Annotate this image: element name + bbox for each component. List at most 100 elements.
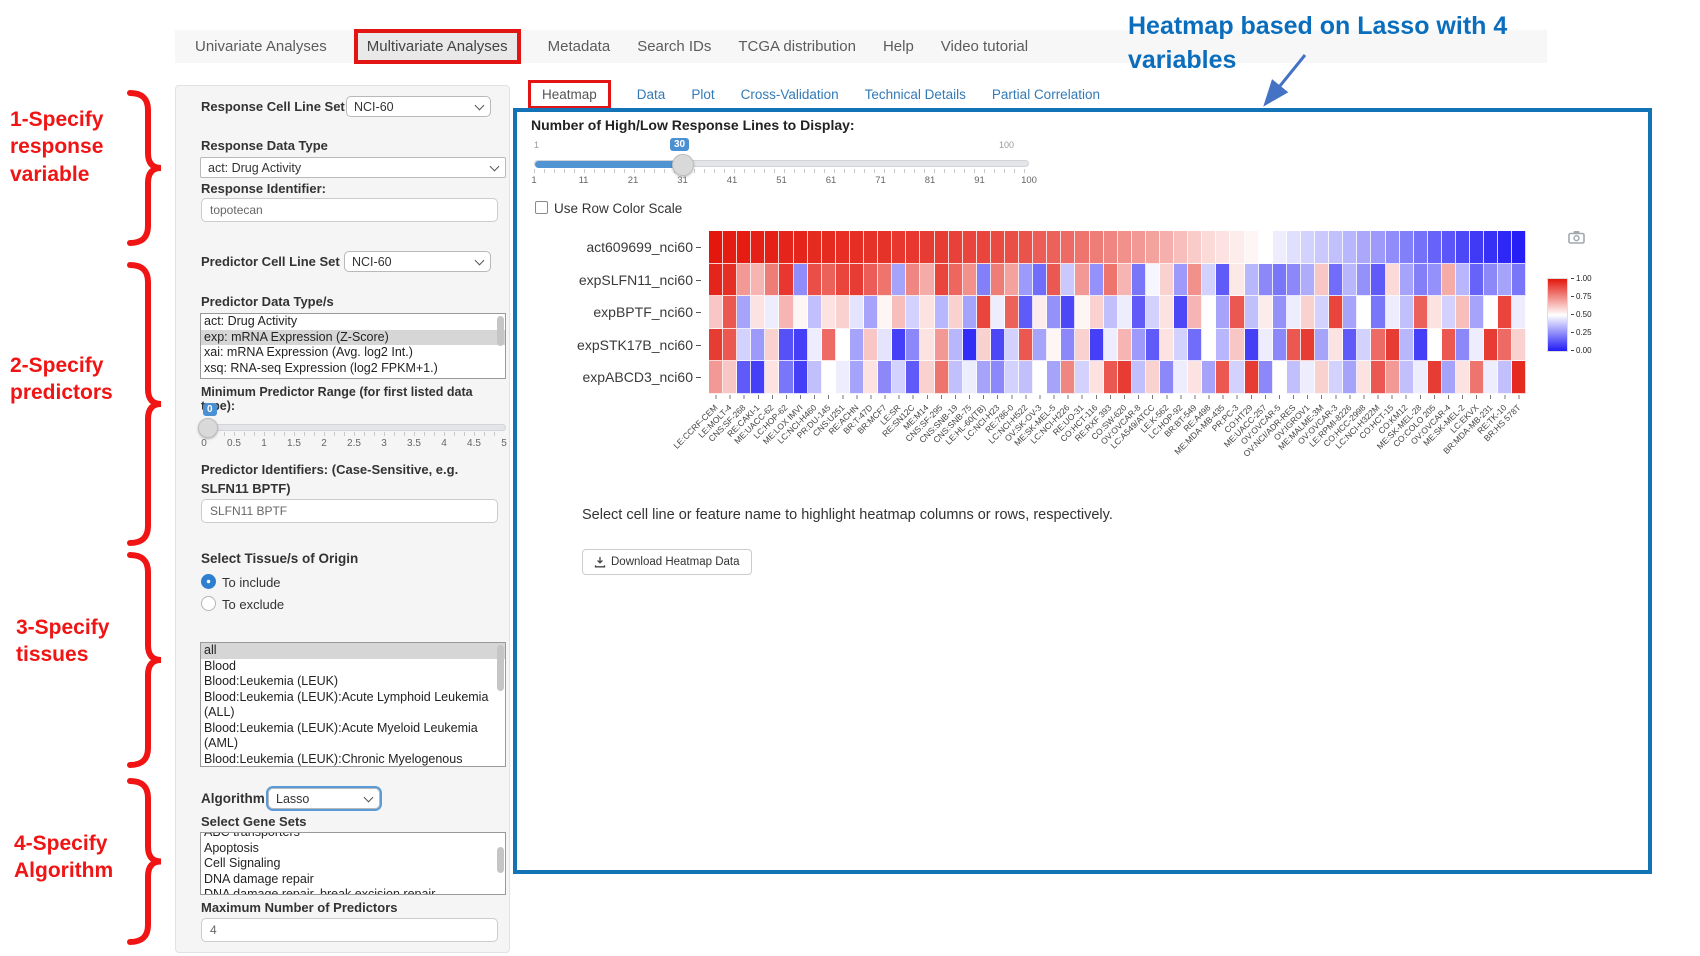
heatmap-cell[interactable] xyxy=(1484,328,1499,362)
heatmap-cell[interactable] xyxy=(1484,361,1499,394)
heatmap-cell[interactable] xyxy=(849,231,865,264)
heatmap-cell[interactable] xyxy=(1145,361,1160,394)
heatmap-cell[interactable] xyxy=(1300,328,1316,362)
listbox-option[interactable]: DNA damage repair xyxy=(204,871,314,886)
heatmap-cell[interactable] xyxy=(1131,263,1146,297)
heatmap-cell[interactable] xyxy=(1033,328,1048,362)
heatmap-cell[interactable] xyxy=(1033,361,1048,394)
heatmap-cell[interactable] xyxy=(1061,361,1076,394)
listbox-option[interactable]: Blood xyxy=(204,658,236,673)
heatmap-cell[interactable] xyxy=(1145,263,1160,297)
heatmap-cell[interactable] xyxy=(920,361,935,394)
heatmap-cell[interactable] xyxy=(1075,296,1090,329)
heatmap-cell[interactable] xyxy=(1441,328,1456,362)
heatmap-cell[interactable] xyxy=(1131,296,1146,329)
heatmap-cell[interactable] xyxy=(892,328,907,362)
heatmap-cell[interactable] xyxy=(779,296,794,329)
heatmap-cell[interactable] xyxy=(1272,263,1287,297)
heatmap-cell[interactable] xyxy=(709,263,724,297)
heatmap-cell[interactable] xyxy=(906,328,921,362)
heatmap-cell[interactable] xyxy=(1413,328,1428,362)
heatmap-cell[interactable] xyxy=(1103,231,1118,264)
heatmap-cell[interactable] xyxy=(1399,328,1414,362)
heatmap-cell[interactable] xyxy=(892,231,907,264)
heatmap-cell[interactable] xyxy=(1202,328,1217,362)
min-predictor-range-slider-handle[interactable] xyxy=(198,418,218,438)
heatmap-cell[interactable] xyxy=(990,296,1005,329)
heatmap-cell[interactable] xyxy=(1089,361,1104,394)
heatmap-cell[interactable] xyxy=(1033,231,1048,264)
heatmap-cell[interactable] xyxy=(1258,231,1273,264)
heatmap-cell[interactable] xyxy=(835,328,850,362)
heatmap-cell[interactable] xyxy=(737,231,752,264)
heatmap-cell[interactable] xyxy=(1004,296,1020,329)
heatmap-cell[interactable] xyxy=(1019,328,1034,362)
heatmap-cell[interactable] xyxy=(1455,361,1471,394)
heatmap-cell[interactable] xyxy=(990,361,1005,394)
heatmap-cell[interactable] xyxy=(1258,328,1273,362)
heatmap-cell[interactable] xyxy=(751,361,766,394)
heatmap-cell[interactable] xyxy=(779,328,794,362)
heatmap-cell[interactable] xyxy=(1244,328,1259,362)
heatmap-cell[interactable] xyxy=(709,361,724,394)
heatmap-cell[interactable] xyxy=(737,263,752,297)
heatmap-cell[interactable] xyxy=(835,263,850,297)
heatmap-cell[interactable] xyxy=(1075,263,1090,297)
tab-heatmap[interactable]: Heatmap xyxy=(528,80,611,109)
heatmap-cell[interactable] xyxy=(1004,328,1020,362)
heatmap-cell[interactable] xyxy=(906,231,921,264)
heatmap-cell[interactable] xyxy=(1047,263,1062,297)
heatmap-cell[interactable] xyxy=(1441,361,1456,394)
heatmap-cell[interactable] xyxy=(1216,263,1231,297)
heatmap-cell[interactable] xyxy=(1470,328,1485,362)
heatmap-cell[interactable] xyxy=(1019,231,1034,264)
heatmap-cell[interactable] xyxy=(1272,361,1287,394)
heatmap-cell[interactable] xyxy=(920,296,935,329)
heatmap-cell[interactable] xyxy=(765,328,780,362)
heatmap-cell[interactable] xyxy=(934,231,949,264)
heatmap-cell[interactable] xyxy=(1498,296,1513,329)
heatmap-cell[interactable] xyxy=(737,361,752,394)
heatmap-cell[interactable] xyxy=(1343,296,1358,329)
heatmap-cell[interactable] xyxy=(1089,231,1104,264)
heatmap-cell[interactable] xyxy=(1160,263,1175,297)
heatmap-cell[interactable] xyxy=(892,361,907,394)
heatmap-cell[interactable] xyxy=(1202,231,1217,264)
heatmap-cell[interactable] xyxy=(1357,328,1372,362)
heatmap-cell[interactable] xyxy=(1498,263,1513,297)
heatmap-cell[interactable] xyxy=(1371,263,1386,297)
heatmap-cell[interactable] xyxy=(1470,263,1485,297)
heatmap-cell[interactable] xyxy=(1512,231,1527,264)
heatmap-cell[interactable] xyxy=(737,296,752,329)
heatmap-cell[interactable] xyxy=(1131,328,1146,362)
heatmap-cell[interactable] xyxy=(1441,231,1456,264)
heatmap-cell[interactable] xyxy=(1343,231,1358,264)
predictor-identifiers-input[interactable] xyxy=(201,499,498,523)
heatmap-cell[interactable] xyxy=(990,263,1005,297)
heatmap-cell[interactable] xyxy=(1343,263,1358,297)
heatmap-cell[interactable] xyxy=(1427,296,1442,329)
nav-item-tcga-distribution[interactable]: TCGA distribution xyxy=(738,38,856,55)
heatmap-cell[interactable] xyxy=(793,328,808,362)
listbox-option[interactable]: Blood:Leukemia (LEUK):Acute Lymphoid Leu… xyxy=(204,689,489,720)
nav-item-multivariate-analyses[interactable]: Multivariate Analyses xyxy=(353,29,521,64)
heatmap-cell[interactable] xyxy=(723,296,738,329)
algorithm-select[interactable]: Lasso xyxy=(266,786,382,811)
heatmap-cell[interactable] xyxy=(934,296,949,329)
heatmap-cell[interactable] xyxy=(1089,263,1104,297)
heatmap-cell[interactable] xyxy=(1343,328,1358,362)
heatmap-cell[interactable] xyxy=(1033,296,1048,329)
heatmap-cell[interactable] xyxy=(1484,263,1499,297)
response-lines-slider-handle[interactable] xyxy=(672,154,694,176)
heatmap-cell[interactable] xyxy=(1145,296,1160,329)
scrollbar-thumb[interactable] xyxy=(497,645,504,691)
heatmap-cell[interactable] xyxy=(1202,361,1217,394)
heatmap-cell[interactable] xyxy=(864,263,879,297)
heatmap-cell[interactable] xyxy=(1089,328,1104,362)
heatmap-cell[interactable] xyxy=(1399,361,1414,394)
heatmap-cell[interactable] xyxy=(1357,296,1372,329)
heatmap-cell[interactable] xyxy=(948,361,963,394)
heatmap-cell[interactable] xyxy=(723,328,738,362)
heatmap-cell[interactable] xyxy=(1455,296,1471,329)
heatmap-cell[interactable] xyxy=(709,296,724,329)
